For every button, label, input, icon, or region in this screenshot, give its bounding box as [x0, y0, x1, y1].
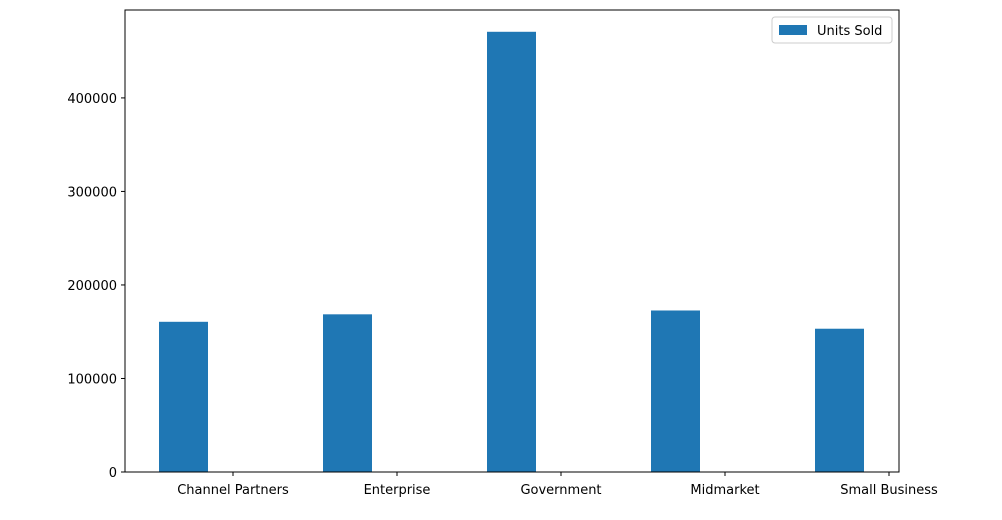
bar: [815, 328, 864, 472]
legend: Units Sold: [771, 16, 893, 44]
y-tick-label: 200000: [67, 279, 117, 294]
x-tick-label: Government: [520, 483, 601, 498]
y-tick-label: 300000: [67, 185, 117, 200]
plot-frame: [124, 9, 900, 473]
x-axis: Channel Partners Enterprise Government Midm…: [177, 472, 938, 498]
bars-group: [159, 31, 864, 473]
y-tick-label: 0: [109, 466, 117, 481]
bar: [159, 321, 208, 472]
y-tick-label: 100000: [67, 372, 117, 387]
bar: [651, 310, 700, 472]
y-tick-label: 400000: [67, 92, 117, 107]
x-tick-label: Channel Partners: [177, 483, 289, 498]
legend-swatch: [779, 25, 807, 35]
x-tick-label: Enterprise: [364, 483, 431, 498]
x-tick-label: Small Business: [840, 483, 938, 498]
legend-box: [771, 16, 893, 44]
x-tick-label: Midmarket: [690, 483, 759, 498]
y-axis: 0 100000 200000 300000 400000: [67, 92, 125, 481]
legend-label: Units Sold: [817, 24, 882, 39]
bar: [487, 31, 536, 473]
bar: [323, 314, 372, 472]
